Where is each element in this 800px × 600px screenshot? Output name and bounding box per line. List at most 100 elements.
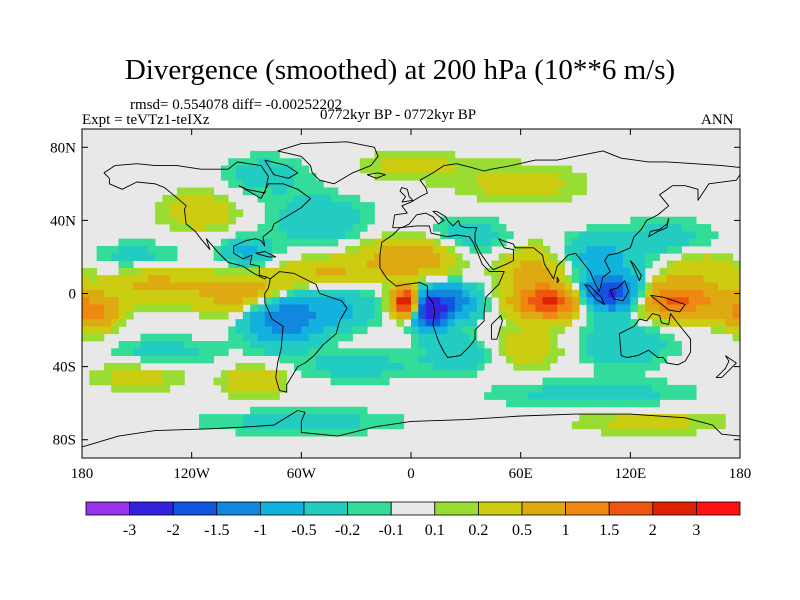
field-cell [220,245,236,254]
field-cell [564,180,587,188]
field-cell [89,370,112,378]
field-cell [162,377,185,386]
x-tick-label: 120E [614,466,646,482]
field-cell [381,231,427,240]
field-cell [542,311,558,320]
field-cell [118,311,127,320]
field-cell [549,326,565,335]
field-cell [440,297,456,305]
colorbar-label: 1 [562,522,570,539]
field-cell [476,282,485,291]
field-cell [359,209,375,218]
field-cell [593,275,624,283]
field-cell [506,399,660,408]
field-cell [96,275,149,283]
field-cell [732,311,740,320]
field-cell [155,202,171,210]
field-cell [513,282,536,291]
field-cell [279,260,288,269]
field-cell [615,414,690,422]
coastline-baffin [264,159,299,179]
field-cell [82,311,105,320]
field-cell [133,282,266,291]
field-cell [601,428,697,437]
field-cell [644,297,653,305]
field-cell [118,267,141,276]
coastline-sumatra [584,283,606,305]
field-cell [491,282,500,291]
field-cell [630,289,639,298]
field-cell [155,253,178,261]
stats-label: rmsd= 0.554078 diff= -0.00252202 [130,97,343,113]
field-cell [476,297,485,305]
field-cell [586,311,595,320]
field-cell [586,224,646,232]
field-cell [586,289,595,298]
x-tick-label: 60E [509,466,533,482]
field-cell [498,348,507,357]
field-cell [506,348,551,357]
field-cell [432,238,441,247]
field-cell [133,348,200,357]
field-cell [418,341,478,349]
field-cell [191,304,244,313]
field-cell [250,150,280,159]
field-cell [615,245,668,254]
field-cell [688,414,726,422]
field-cell [352,311,375,320]
coastline-south-america [264,271,348,393]
field-cell [294,180,324,188]
field-cell [396,311,412,320]
divergence-field [82,129,740,458]
field-cell [111,326,119,335]
field-cell [498,297,507,305]
field-cell [593,304,609,313]
field-cell [125,311,134,320]
field-cell [118,319,127,327]
field-cell [169,209,229,218]
field-cell [637,282,646,291]
field-cell [688,238,712,247]
field-cell [579,231,697,240]
field-cell [571,260,587,269]
field-cell [140,267,214,276]
field-cell [571,311,580,320]
field-cell [198,348,229,357]
coastline-british-isles [399,187,414,203]
field-cell [718,282,740,291]
field-cell [82,333,105,342]
colorbar-swatch [129,501,174,516]
field-cell [681,253,704,261]
field-cell [294,165,310,174]
field-cell [220,172,236,181]
field-cell [549,348,565,357]
field-cell [286,202,353,210]
field-cell [198,311,229,320]
field-cell [498,326,522,335]
field-cell [418,333,470,342]
field-cell [315,267,346,276]
field-cell [396,282,412,291]
field-cell [564,289,573,298]
field-cell [659,333,675,342]
field-cell [615,304,631,313]
field-cell [213,267,258,276]
field-cell [506,311,522,320]
field-cell [162,370,185,378]
field-cell [732,333,740,342]
field-cell [250,341,324,349]
field-cell [418,355,485,364]
field-cell [447,231,500,240]
field-cell [89,377,112,386]
field-cell [250,253,273,261]
field-cell [330,377,390,386]
field-cell [411,297,419,305]
field-cell [564,245,587,254]
field-cell [579,341,587,349]
colorbar-swatch [608,501,654,516]
field-cell [549,341,558,349]
field-cell [352,326,368,335]
field-cell [498,253,507,261]
field-cell [242,297,258,305]
field-cell [652,355,668,364]
